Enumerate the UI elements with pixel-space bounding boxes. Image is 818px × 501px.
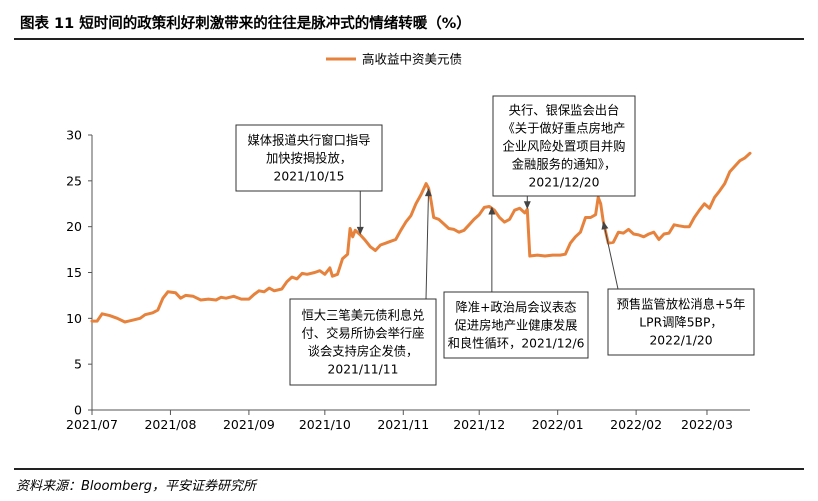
legend-label: 高收益中资美元债 — [362, 52, 462, 67]
x-tick-label: 2022/01 — [532, 417, 584, 432]
annotation-arrowhead — [601, 221, 609, 230]
y-tick-label: 5 — [74, 357, 82, 372]
annotation-text: LPR调降5BP， — [639, 316, 722, 330]
x-tick-label: 2022/03 — [681, 417, 733, 432]
annotation-text: 央行、银保监会出台 — [509, 103, 620, 118]
annotation-box — [443, 291, 589, 359]
annotation-text: 2022/1/20 — [649, 334, 712, 348]
annotation-box — [492, 95, 636, 197]
annotation-box — [289, 298, 437, 386]
annotation-arrowhead — [523, 201, 531, 210]
annotation-leader — [604, 226, 619, 290]
x-tick-label: 2021/12 — [453, 417, 505, 432]
source-note: 资料来源：Bloomberg，平安证券研究所 — [16, 479, 256, 494]
annotation-text: 2021/12/20 — [529, 176, 600, 190]
x-tick-label: 2021/11 — [377, 417, 429, 432]
annotation-text: 金融服务的通知》， — [512, 157, 617, 172]
x-tick-label: 2021/10 — [299, 417, 351, 432]
annotation-arrowhead — [424, 188, 432, 197]
axes: 0 5 10 15 20 25 30 2021/07 2021/08 2021/09 2021/10… — [66, 128, 750, 432]
annotation-text: 和良性循环，2021/12/6 — [448, 336, 585, 351]
annotation-text: 2021/11/11 — [328, 363, 399, 377]
annotation-text: 付、交易所协会举行座 — [302, 326, 425, 341]
title-bar: 图表 11 短时间的政策利好刺激带来的往往是脉冲式的情绪转暖（%） — [0, 0, 818, 38]
y-tick-label: 0 — [74, 403, 82, 418]
y-tick-label: 25 — [66, 173, 82, 188]
annotation-box — [235, 124, 383, 192]
y-tick-label: 15 — [66, 265, 82, 280]
annotation-text: 加快按揭投放， — [266, 151, 352, 166]
annotation-text: 促进房地产业健康发展 — [455, 318, 578, 333]
annotation-text: 媒体报道央行窗口指导 — [248, 133, 371, 148]
annotation-box — [607, 288, 755, 356]
top-rule — [14, 38, 804, 40]
chart-svg: 0 5 10 15 20 25 30 2021/07 2021/08 2021/09 2021/10… — [66, 52, 755, 432]
annotation-arrowhead — [356, 226, 364, 235]
annotation-text: 《关于做好重点房地产 — [503, 121, 626, 136]
y-tick-label: 20 — [66, 219, 82, 234]
series-line — [90, 151, 752, 324]
annotation-arrowhead — [488, 206, 496, 215]
chart-title: 图表 11 短时间的政策利好刺激带来的往往是脉冲式的情绪转暖（%） — [20, 16, 471, 32]
annotation-text: 恒大三笔美元债利息兑 — [302, 308, 425, 323]
annotation-leader — [425, 194, 429, 300]
annotation-text: 预售监管放松消息+5年 — [617, 297, 746, 312]
annotation-text: 谈会支持房企发债， — [308, 344, 419, 359]
annotation-text: 降准+政治局会议表态 — [456, 301, 577, 315]
x-tick-label: 2021/08 — [144, 417, 196, 432]
series-layer — [90, 151, 752, 324]
y-tick-label: 10 — [66, 311, 82, 326]
annotation-text: 2021/10/15 — [274, 170, 345, 184]
y-tick-label: 30 — [66, 128, 82, 143]
annotation-text: 企业风险处置项目并购 — [503, 139, 626, 154]
x-tick-label: 2021/07 — [66, 417, 118, 432]
x-tick-label: 2021/09 — [223, 417, 275, 432]
x-tick-label: 2022/02 — [610, 417, 662, 432]
bottom-rule — [14, 468, 804, 470]
legend: 高收益中资美元债 — [326, 52, 462, 67]
